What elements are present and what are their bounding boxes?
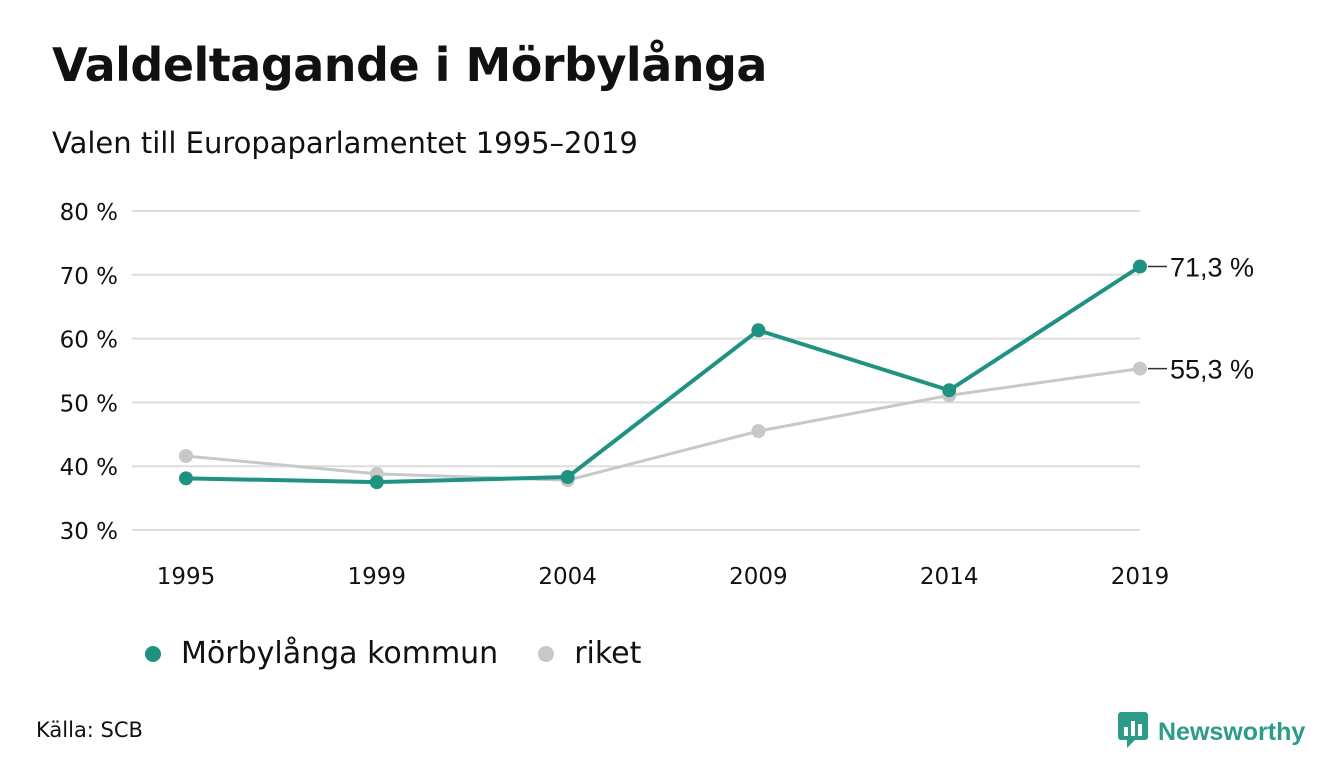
y-tick-label-60: 60 % — [60, 328, 118, 354]
data-point-riket-2019 — [1133, 361, 1147, 376]
legend: Mörbylånga kommun riket — [145, 636, 641, 671]
y-tick-label-70: 70 % — [60, 264, 118, 290]
legend-item-morbylanga: Mörbylånga kommun — [145, 636, 498, 671]
x-tick-label-2014: 2014 — [920, 564, 979, 590]
chart-subtitle: Valen till Europaparlamentet 1995–2019 — [52, 126, 638, 160]
series-line-morbylanga — [184, 264, 1142, 485]
data-point-riket-2009 — [751, 424, 766, 439]
brand: Newsworthy — [1118, 712, 1305, 752]
data-point-riket-1995 — [179, 448, 193, 463]
legend-dot-riket — [538, 645, 555, 662]
y-tick-label-80: 80 % — [60, 200, 118, 226]
data-point-morbylanga-1995 — [179, 471, 193, 486]
legend-dot-morbylanga — [145, 645, 161, 662]
source-note: Källa: SCB — [36, 718, 143, 742]
end-label-riket: 55,3 % — [1170, 355, 1254, 385]
x-tick-label-1995: 1995 — [157, 564, 216, 590]
y-tick-label-50: 50 % — [60, 391, 118, 417]
x-tick-label-2004: 2004 — [538, 564, 597, 590]
y-tick-label-30: 30 % — [60, 519, 118, 545]
x-tick-label-1999: 1999 — [348, 564, 407, 590]
legend-label-riket: riket — [574, 636, 642, 671]
line-chart: 30 % 40 % 50 % 60 % 70 % 80 % 1995 1999 2004 2009… — [60, 200, 1255, 590]
data-point-morbylanga-2004 — [560, 470, 575, 485]
series-line-riket — [184, 367, 1142, 482]
legend-item-riket: riket — [538, 636, 641, 671]
data-point-morbylanga-2014 — [942, 383, 957, 398]
brand-name: Newsworthy — [1158, 717, 1306, 746]
data-point-morbylanga-2019 — [1133, 259, 1147, 274]
y-tick-label-40: 40 % — [60, 455, 118, 481]
chart-title: Valdeltagande i Mörbylånga — [52, 38, 767, 92]
data-point-morbylanga-1999 — [369, 475, 384, 490]
data-point-morbylanga-2009 — [751, 323, 766, 338]
x-tick-label-2009: 2009 — [729, 564, 788, 590]
x-tick-label-2019: 2019 — [1111, 564, 1170, 590]
newsworthy-logo-icon — [1118, 712, 1148, 752]
legend-label-morbylanga: Mörbylånga kommun — [181, 636, 499, 671]
end-label-morbylanga: 71,3 % — [1170, 253, 1254, 283]
